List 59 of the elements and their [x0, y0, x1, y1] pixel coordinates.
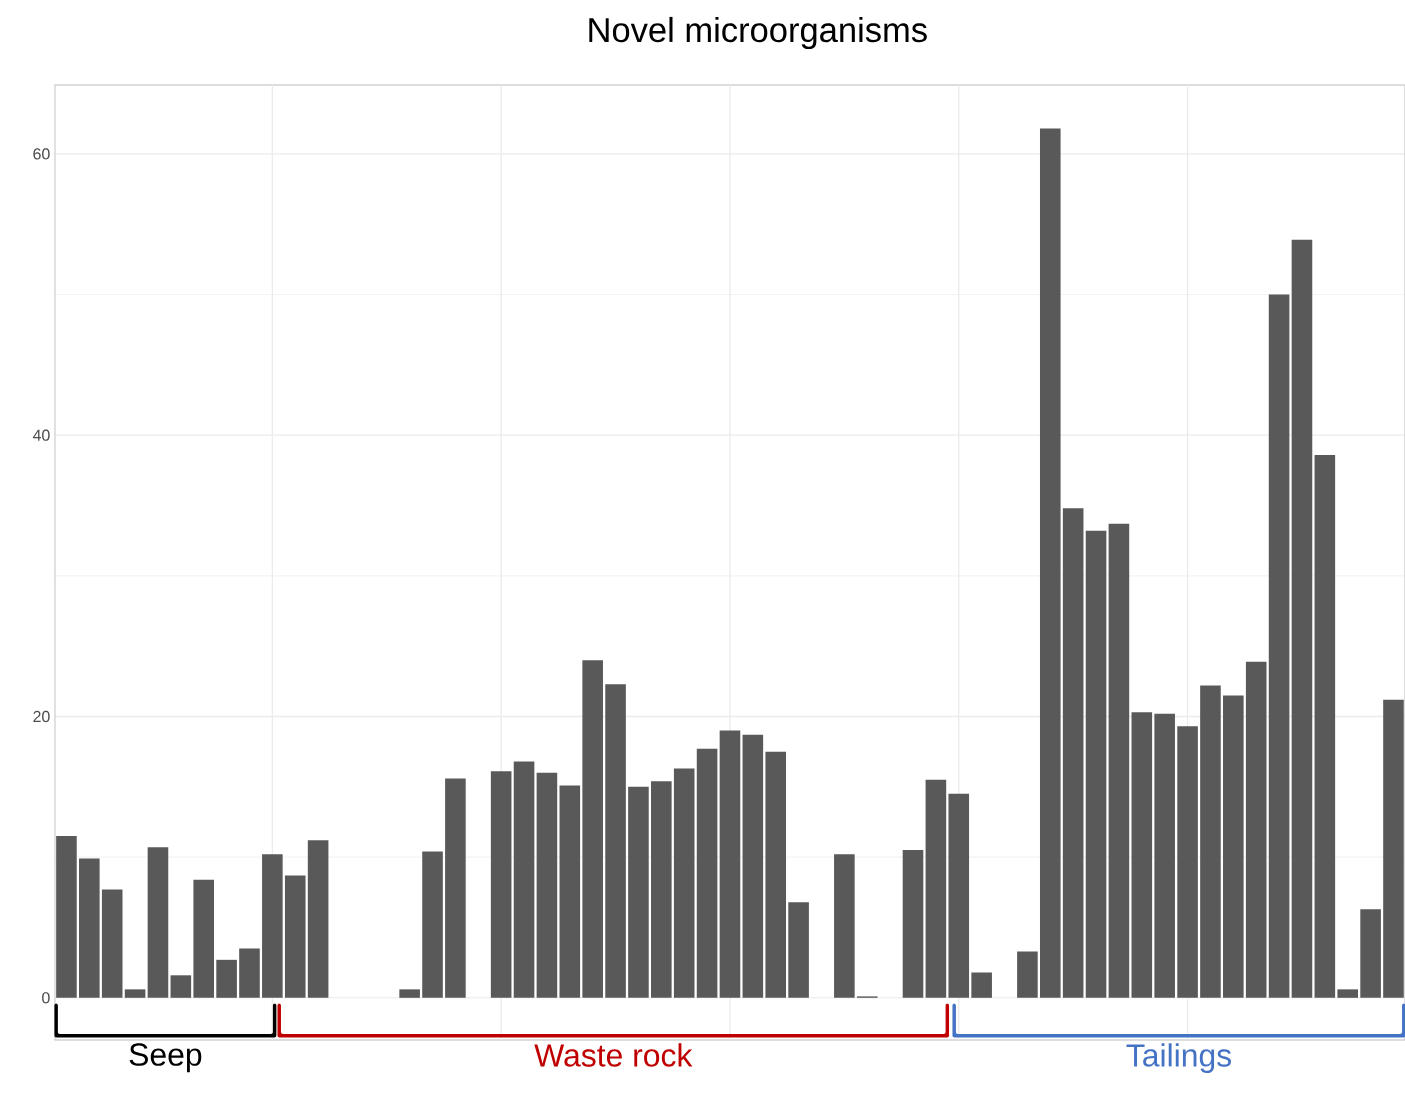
bar [925, 779, 947, 998]
bar [628, 786, 649, 998]
bar [1337, 989, 1359, 998]
bar [902, 850, 924, 998]
bar [948, 793, 970, 998]
y-tick-label: 20 [33, 710, 50, 723]
bar [742, 734, 764, 998]
text: Tailings [1126, 1043, 1231, 1074]
bar [1017, 951, 1038, 998]
bar [673, 768, 695, 998]
bar [559, 785, 581, 998]
bar [262, 854, 283, 998]
chart-title: Novel microorganisms [589, 16, 927, 50]
bar [1360, 909, 1381, 998]
bar [490, 771, 512, 998]
bar [79, 858, 100, 998]
y-tick-label: 0 [42, 992, 50, 1004]
bar [193, 879, 215, 998]
bar [445, 778, 466, 998]
bar [765, 751, 787, 998]
text: Seep [129, 1043, 202, 1073]
bar [1039, 128, 1061, 998]
bar [101, 889, 123, 998]
bar [1062, 508, 1084, 998]
bar [582, 660, 603, 998]
bar [1085, 530, 1107, 998]
bar [239, 948, 260, 998]
bar [971, 972, 992, 998]
bar [696, 748, 718, 998]
bar [651, 781, 672, 998]
bar [170, 975, 192, 998]
bar [719, 730, 741, 998]
bar [1131, 712, 1153, 998]
bar [536, 772, 558, 998]
bar [1291, 239, 1313, 998]
bar [216, 959, 237, 998]
bar [1108, 523, 1130, 998]
bar [788, 902, 809, 998]
bar [1245, 661, 1267, 998]
bar [1177, 726, 1198, 998]
text: Waste rock [534, 1043, 693, 1067]
bar [124, 989, 146, 998]
bar [1223, 695, 1244, 998]
y-tick-label: 60 [33, 148, 50, 160]
bar [56, 836, 77, 998]
bar [1383, 699, 1404, 998]
bar [1200, 685, 1221, 998]
bar [147, 847, 169, 998]
bar [284, 875, 306, 998]
bar [1154, 713, 1175, 998]
bar [1268, 294, 1290, 998]
bar [605, 684, 626, 998]
bar [422, 851, 443, 998]
bar [307, 840, 329, 998]
bar [834, 854, 855, 998]
bar [513, 761, 535, 998]
bar [1314, 454, 1336, 998]
y-tick-label: 40 [32, 429, 50, 441]
bar [399, 989, 420, 998]
